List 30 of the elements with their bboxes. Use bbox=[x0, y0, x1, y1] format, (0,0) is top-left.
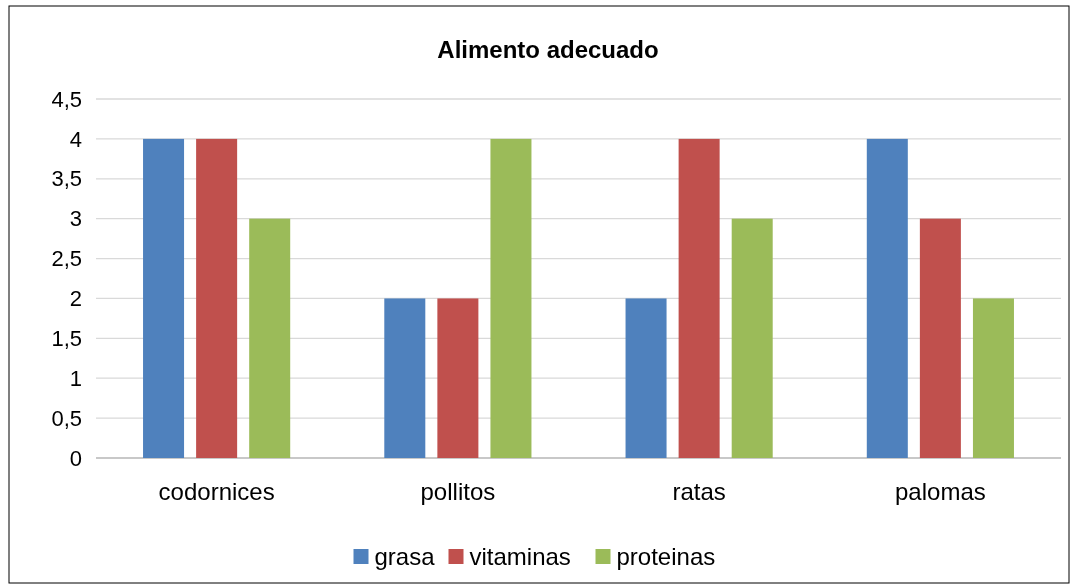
y-tick-label: 4,5 bbox=[51, 86, 82, 112]
bar bbox=[249, 218, 291, 458]
y-tick-label: 2 bbox=[69, 286, 82, 312]
legend-label: grasa bbox=[374, 543, 436, 571]
chart-title: Alimento adecuado bbox=[437, 36, 659, 63]
bar bbox=[678, 138, 720, 458]
bar bbox=[625, 298, 667, 458]
y-tick-label: 2,5 bbox=[51, 246, 82, 272]
x-tick-label: codornices bbox=[158, 478, 275, 505]
y-tick-label: 3,5 bbox=[51, 166, 82, 192]
bar bbox=[972, 298, 1014, 458]
y-tick-label: 1 bbox=[69, 365, 82, 391]
bar bbox=[196, 138, 238, 458]
x-tick-label: palomas bbox=[895, 478, 986, 505]
y-tick-label: 0 bbox=[69, 445, 82, 471]
y-tick-label: 4 bbox=[69, 126, 82, 152]
x-tick-label: pollitos bbox=[420, 478, 496, 505]
x-tick-label: ratas bbox=[672, 478, 726, 505]
bar bbox=[384, 298, 426, 458]
bar bbox=[490, 138, 532, 458]
bar bbox=[731, 218, 773, 458]
bar bbox=[437, 298, 479, 458]
bar bbox=[866, 138, 908, 458]
y-tick-label: 1,5 bbox=[51, 326, 82, 352]
bar bbox=[919, 218, 961, 458]
legend-label: vitaminas bbox=[469, 543, 571, 571]
bar bbox=[143, 138, 185, 458]
y-tick-label: 0,5 bbox=[51, 405, 82, 431]
legend-label: proteinas bbox=[616, 543, 716, 571]
y-tick-label: 3 bbox=[69, 206, 82, 232]
